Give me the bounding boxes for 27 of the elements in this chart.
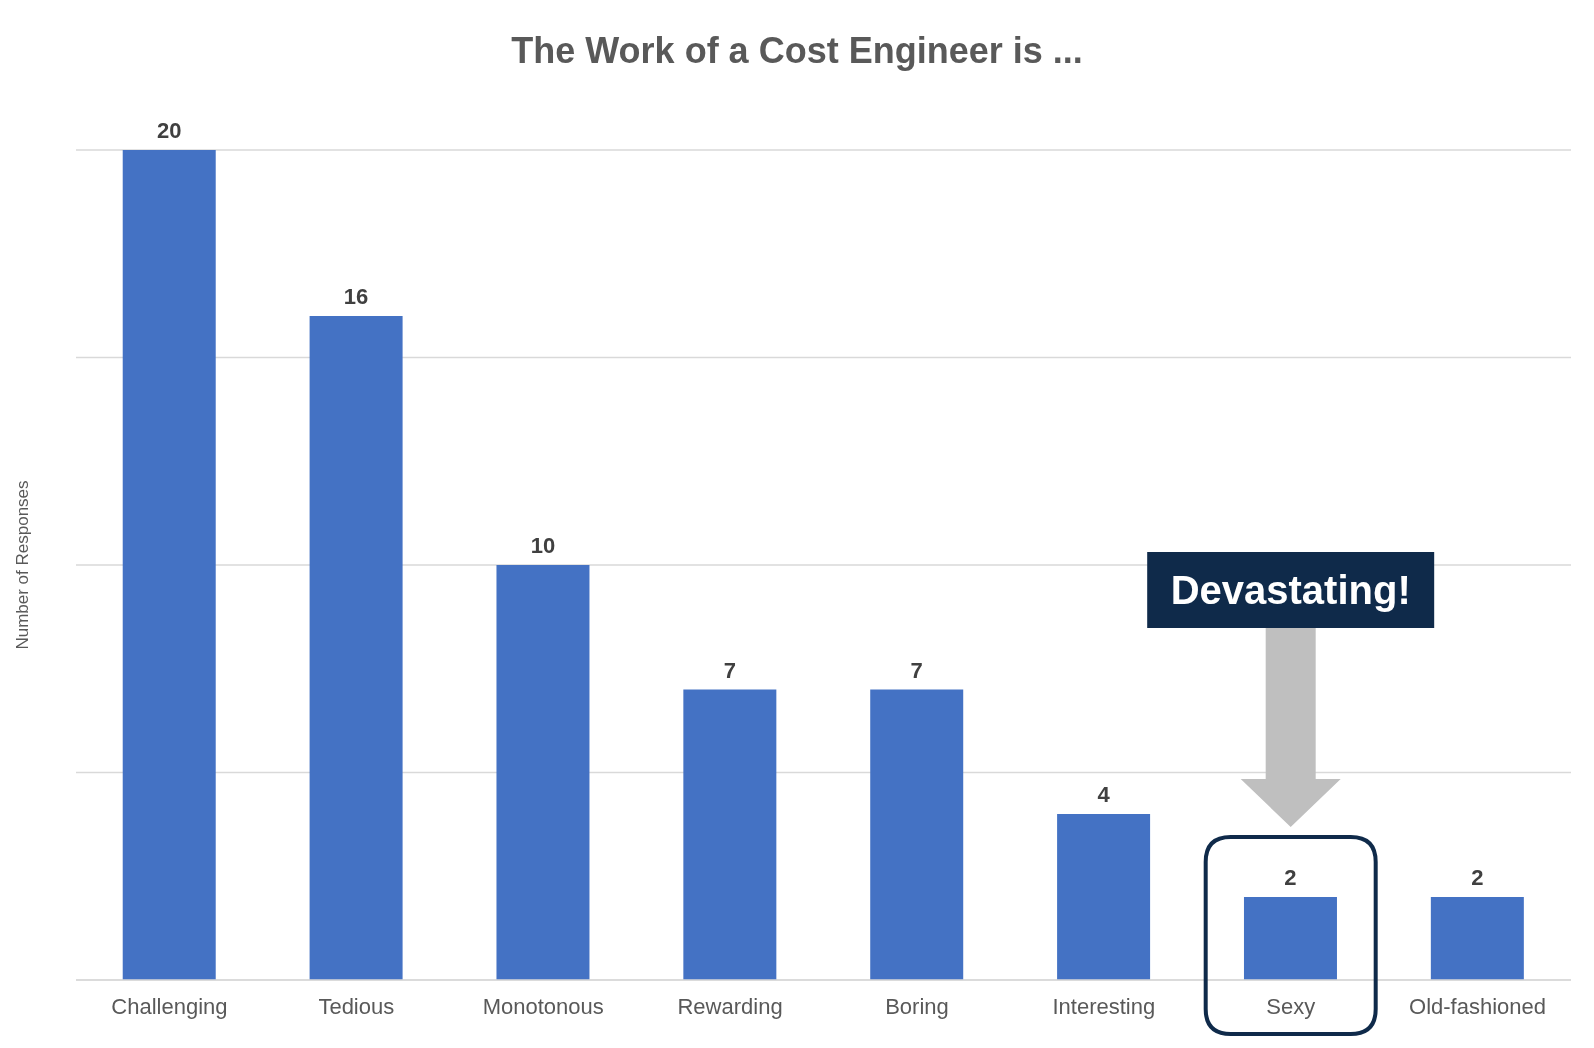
x-tick-label: Boring: [885, 993, 949, 1019]
data-label: 10: [530, 533, 556, 558]
data-label: 4: [1097, 782, 1111, 807]
data-label: 20: [156, 118, 182, 143]
data-label: 2: [1471, 865, 1484, 890]
data-label: 2: [1284, 865, 1297, 890]
x-tick-label: Old-fashioned: [1409, 993, 1547, 1019]
x-tick-label: Challenging: [111, 993, 228, 1019]
x-tick-label: Monotonous: [482, 993, 604, 1019]
x-tick-label: Sexy: [1266, 993, 1316, 1019]
bar: [870, 689, 964, 980]
bar: [683, 689, 777, 980]
x-tick-label: Interesting: [1052, 993, 1156, 1019]
bar: [1057, 814, 1151, 980]
bar: [1430, 897, 1524, 980]
bar: [1243, 897, 1337, 980]
bar: [122, 150, 216, 980]
data-label: 7: [723, 657, 736, 683]
y-axis-title: Number of Responses: [13, 480, 33, 650]
bar: [496, 565, 590, 980]
data-label: 16: [343, 284, 369, 309]
x-tick-label: Rewarding: [677, 993, 783, 1019]
bar: [309, 316, 403, 980]
data-label: 7: [910, 657, 923, 683]
annotation: Devastating!: [1170, 567, 1411, 612]
chart-title: The Work of a Cost Engineer is ...: [510, 30, 1084, 72]
x-tick-label: Tedious: [318, 993, 395, 1019]
